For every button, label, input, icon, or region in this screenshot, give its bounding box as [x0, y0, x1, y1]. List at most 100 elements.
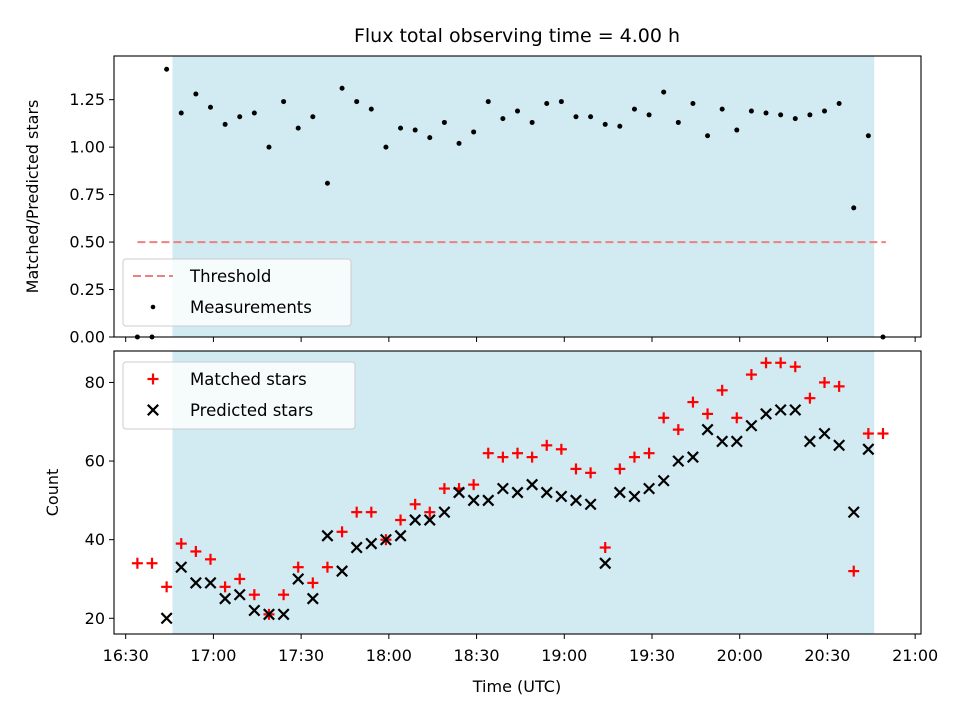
measurement-point [441, 119, 447, 125]
matched-point [658, 412, 670, 424]
x-tick-label: 19:30 [629, 646, 675, 665]
x-tick-label: 21:00 [892, 646, 938, 665]
measurement-point [573, 114, 579, 120]
matched-point [877, 428, 889, 440]
measurement-point [588, 114, 594, 120]
predicted-point [482, 494, 495, 507]
ratio-y-tick-label: 1.25 [69, 90, 105, 109]
measurement-point [778, 112, 784, 118]
ratio-panel: 0.00 0.25 0.50 0.75 1.00 1.25 Matched/Predict… [23, 55, 922, 347]
predicted-point [438, 506, 451, 519]
predicted-point [262, 608, 275, 621]
matched-point [614, 463, 626, 475]
legend-measurements-swatch [150, 304, 156, 310]
measurement-point [719, 106, 725, 112]
legend-threshold-label: Threshold [189, 267, 271, 286]
x-tick-label: 17:00 [190, 646, 236, 665]
measurement-point [222, 121, 228, 127]
measurement-point [631, 106, 637, 112]
predicted-point [350, 541, 363, 554]
predicted-point [336, 565, 349, 578]
ratio-panel-axes: 0.00 0.25 0.50 0.75 1.00 1.25 [69, 90, 916, 347]
measurement-point [383, 144, 389, 150]
matched-point [672, 424, 684, 436]
matched-point [131, 557, 143, 569]
predicted-point [423, 514, 436, 526]
matched-point [819, 376, 831, 388]
count-y-tick-label: 60 [85, 452, 105, 471]
predicted-point [613, 486, 626, 499]
matched-point [190, 545, 202, 557]
predicted-point [818, 427, 831, 440]
predicted-point [292, 572, 305, 585]
matched-point [321, 561, 333, 573]
predicted-point [379, 533, 392, 546]
matched-point [234, 573, 246, 585]
measurement-point [865, 133, 871, 139]
matched-point [482, 447, 494, 459]
x-tick-label: 20:30 [804, 646, 850, 665]
measurement-point [281, 99, 287, 105]
predicted-point [365, 537, 378, 550]
matched-point [687, 396, 699, 408]
matched-point [248, 589, 260, 601]
predicted-point [599, 557, 612, 570]
predicted-point [847, 506, 860, 519]
matched-point [585, 467, 597, 479]
matched-point [365, 506, 377, 518]
measurement-point [544, 100, 550, 106]
predicted-point [570, 494, 582, 507]
measurement-point [807, 112, 813, 118]
measurement-point [295, 125, 301, 131]
count-plot-content [131, 357, 889, 625]
predicted-point [219, 592, 232, 605]
measurement-point [178, 110, 184, 116]
measurement-point [690, 100, 696, 106]
predicted-point [189, 576, 202, 589]
x-tick-label: 18:00 [366, 646, 412, 665]
count-legend-box [122, 361, 356, 430]
count-panel-axes: 16:30 17:00 17:30 18:00 18:30 19:00 19:30 20:00… [85, 373, 939, 665]
ratio-y-tick-label: 0.50 [69, 233, 105, 252]
measurement-point [646, 112, 652, 118]
matched-point [219, 581, 231, 593]
measurement-point [237, 114, 243, 120]
predicted-point [160, 612, 173, 625]
matched-point [848, 565, 860, 577]
measurement-point [471, 129, 477, 135]
matched-point [628, 451, 640, 463]
matched-point [278, 589, 290, 601]
ratio-y-tick-label: 1.00 [69, 138, 105, 157]
measurement-point [368, 106, 374, 112]
predicted-point [321, 529, 334, 542]
matched-point [161, 581, 173, 593]
legend-predicted-swatch [147, 404, 159, 416]
count-panel-frame [113, 350, 922, 635]
measurement-point [822, 108, 828, 114]
matched-point [409, 498, 421, 510]
predicted-point [394, 529, 407, 542]
measurement-point [515, 108, 520, 114]
x-axis-label: Time (UTC) [472, 677, 561, 696]
predicted-point [540, 486, 553, 499]
measurement-point [675, 119, 681, 125]
predicted-point [248, 604, 261, 617]
measurement-point [748, 108, 754, 114]
measurement-point [456, 140, 462, 146]
ratio-y-tick-label: 0.25 [69, 280, 105, 299]
matched-point [307, 577, 319, 589]
legend-matched-marker [147, 373, 159, 385]
chart-title: Flux total observing time = 4.00 h [354, 25, 680, 47]
predicted-point [803, 435, 816, 448]
count-y-axis-label: Count [43, 469, 62, 517]
predicted-point [306, 592, 319, 605]
legend-predicted-marker [147, 404, 159, 416]
ratio-y-axis-label: Matched/Predicted stars [23, 100, 42, 294]
measurement-point [617, 123, 623, 129]
predicted-point [657, 474, 670, 487]
matched-point [512, 447, 523, 459]
matched-point [789, 361, 801, 373]
legend-matched-swatch [147, 373, 159, 385]
measurement-point [266, 144, 272, 150]
predicted-point [862, 443, 875, 456]
